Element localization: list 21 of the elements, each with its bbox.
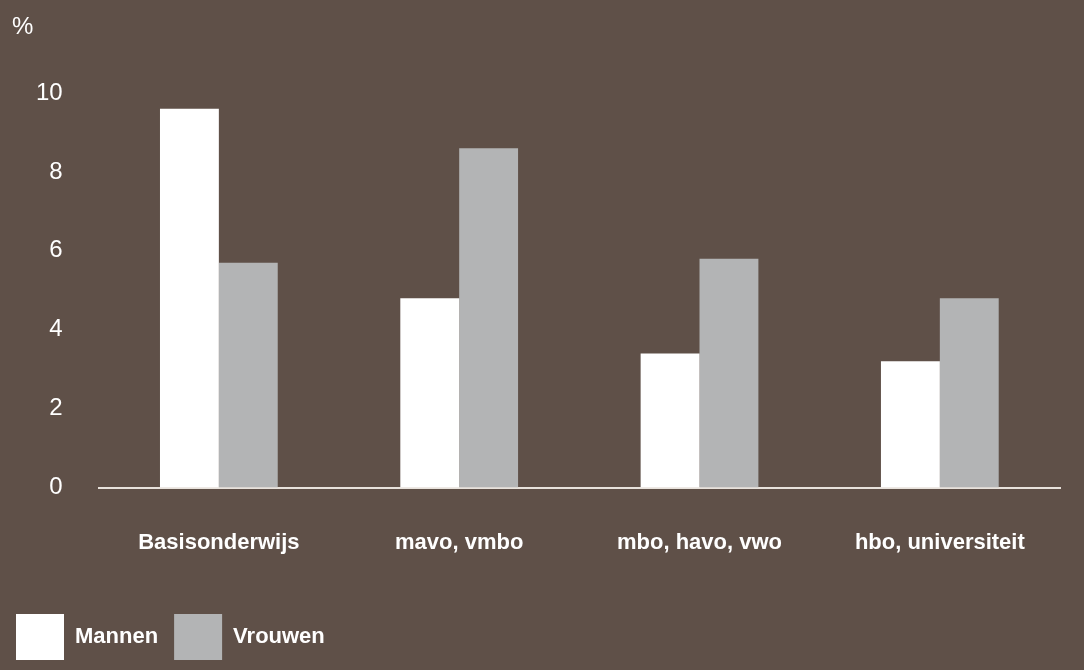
x-tick-label: mavo, vmbo	[395, 528, 524, 554]
legend-label: Mannen	[75, 623, 159, 649]
y-tick-label: 6	[49, 235, 63, 263]
y-tick-label: 10	[35, 77, 63, 105]
y-axis-title: %	[12, 11, 34, 39]
bar	[880, 361, 940, 488]
y-tick-label: 2	[49, 393, 63, 421]
x-tick-label: mbo, havo, vwo	[617, 528, 783, 554]
bar	[218, 262, 278, 488]
x-tick-label: hbo, universiteit	[854, 528, 1026, 554]
legend-label: Vrouwen	[233, 623, 325, 649]
bar	[939, 298, 999, 488]
y-tick-label: 4	[49, 314, 63, 342]
bar	[400, 298, 460, 488]
bar	[459, 148, 519, 488]
y-tick-label: 0	[49, 472, 63, 500]
bar	[699, 258, 759, 488]
y-tick-label: 8	[49, 156, 63, 184]
bar	[159, 108, 219, 488]
bar	[640, 353, 700, 488]
x-tick-label: Basisonderwijs	[138, 528, 300, 554]
